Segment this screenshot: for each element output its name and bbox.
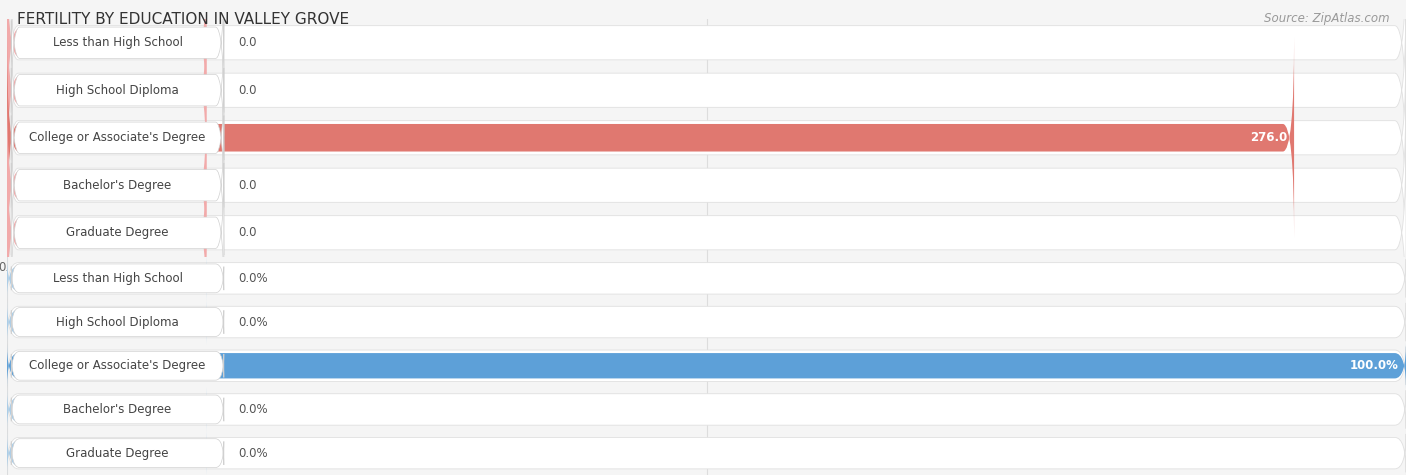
Text: 0.0%: 0.0% [238,446,267,460]
FancyBboxPatch shape [7,0,207,143]
FancyBboxPatch shape [7,136,1406,330]
FancyBboxPatch shape [11,115,224,255]
FancyBboxPatch shape [11,439,224,467]
Text: 0.0: 0.0 [238,226,256,239]
FancyBboxPatch shape [11,0,224,113]
FancyBboxPatch shape [11,20,224,160]
FancyBboxPatch shape [11,264,224,293]
FancyBboxPatch shape [7,38,1294,238]
Text: College or Associate's Degree: College or Associate's Degree [30,359,205,372]
FancyBboxPatch shape [7,387,207,432]
FancyBboxPatch shape [11,395,224,424]
Text: 0.0: 0.0 [238,179,256,192]
Text: 0.0%: 0.0% [238,403,267,416]
FancyBboxPatch shape [7,133,207,333]
FancyBboxPatch shape [7,343,1406,388]
Text: Source: ZipAtlas.com: Source: ZipAtlas.com [1264,12,1389,25]
FancyBboxPatch shape [7,390,1406,428]
Text: 0.0: 0.0 [238,84,256,97]
Text: 100.0%: 100.0% [1350,359,1399,372]
Text: Bachelor's Degree: Bachelor's Degree [63,403,172,416]
Text: Less than High School: Less than High School [52,36,183,49]
Text: Bachelor's Degree: Bachelor's Degree [63,179,172,192]
Text: High School Diploma: High School Diploma [56,84,179,97]
FancyBboxPatch shape [7,0,207,190]
FancyBboxPatch shape [11,308,224,336]
FancyBboxPatch shape [7,85,207,285]
Text: 0.0: 0.0 [238,36,256,49]
Text: Less than High School: Less than High School [52,272,183,285]
FancyBboxPatch shape [7,303,1406,341]
FancyBboxPatch shape [7,434,1406,472]
Text: High School Diploma: High School Diploma [56,315,179,329]
Text: 0.0%: 0.0% [238,272,267,285]
FancyBboxPatch shape [7,41,1406,235]
Text: Graduate Degree: Graduate Degree [66,446,169,460]
Text: 0.0%: 0.0% [238,315,267,329]
FancyBboxPatch shape [7,0,1406,187]
FancyBboxPatch shape [7,300,207,344]
FancyBboxPatch shape [7,259,1406,297]
FancyBboxPatch shape [7,88,1406,282]
FancyBboxPatch shape [11,68,224,208]
FancyBboxPatch shape [7,0,1406,140]
FancyBboxPatch shape [7,256,207,301]
FancyBboxPatch shape [7,347,1406,385]
FancyBboxPatch shape [11,352,224,380]
Text: College or Associate's Degree: College or Associate's Degree [30,131,205,144]
FancyBboxPatch shape [7,431,207,475]
Text: Graduate Degree: Graduate Degree [66,226,169,239]
Text: FERTILITY BY EDUCATION IN VALLEY GROVE: FERTILITY BY EDUCATION IN VALLEY GROVE [17,12,349,27]
FancyBboxPatch shape [11,163,224,303]
Text: 276.0: 276.0 [1250,131,1286,144]
